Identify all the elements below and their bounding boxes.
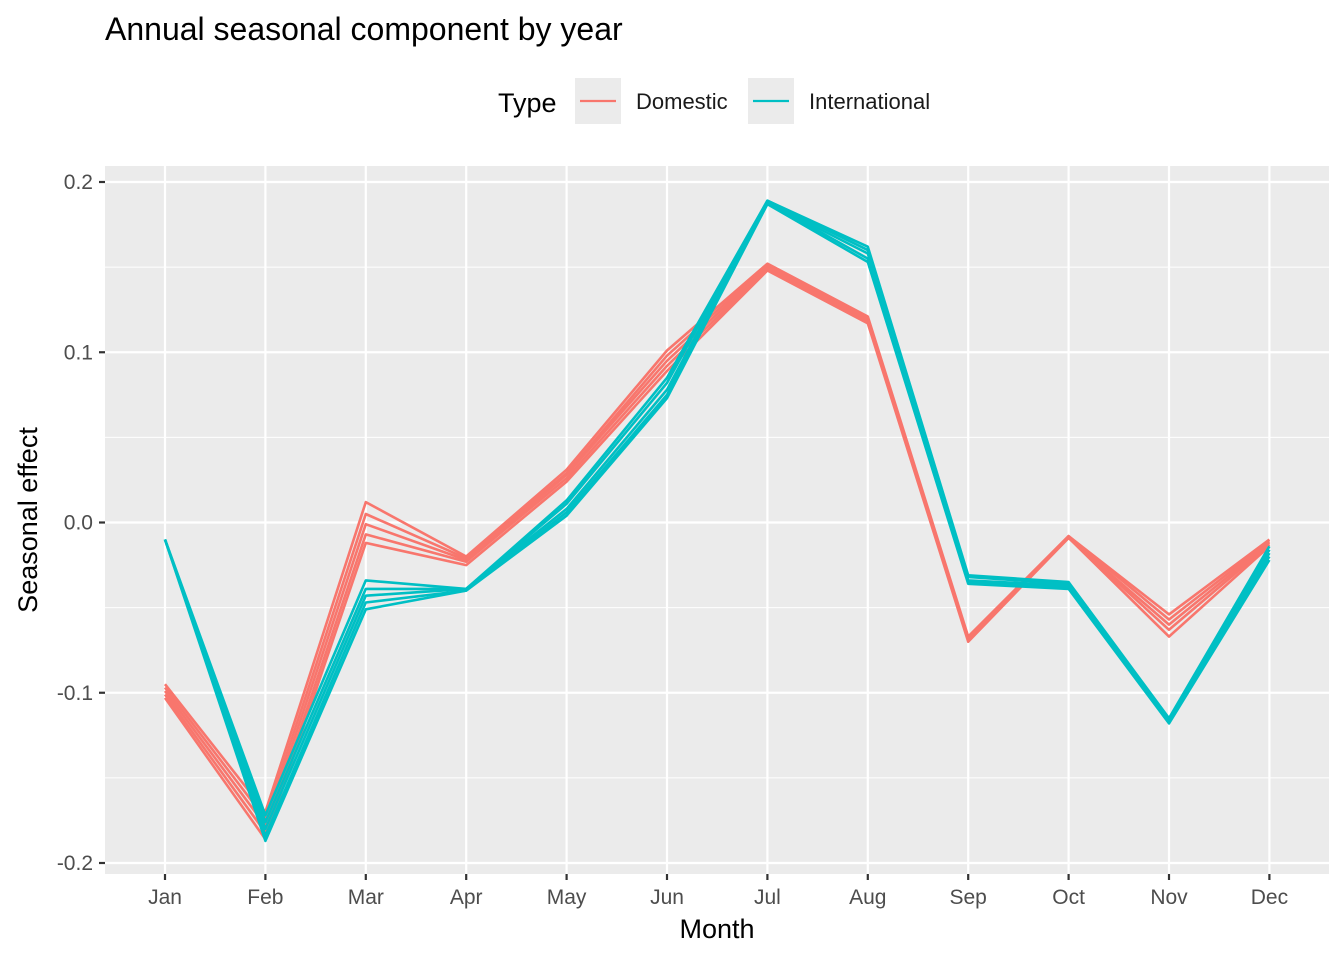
series-layer — [163, 199, 1271, 843]
x-axis: Jan Feb Mar Apr May Jun Jul Aug Sep Oct Nov Dec — [148, 874, 1288, 909]
series-line-domestic — [163, 269, 1271, 841]
x-axis-title: Month — [679, 914, 754, 944]
series-line-domestic — [163, 264, 1271, 821]
x-tick-label: Nov — [1150, 886, 1188, 909]
x-tick-label: Jul — [754, 886, 781, 909]
y-axis-title: Seasonal effect — [13, 427, 43, 613]
legend: Type Domestic International — [498, 78, 930, 124]
legend-label-international: International — [809, 89, 930, 114]
chart-title: Annual seasonal component by year — [105, 11, 623, 47]
x-tick-label: Dec — [1251, 886, 1288, 909]
x-tick-label: Mar — [348, 886, 384, 909]
series-line-international — [163, 202, 1271, 843]
legend-label-domestic: Domestic — [636, 89, 728, 114]
y-axis: 0.2 0.1 0.0 -0.1 -0.2 — [57, 171, 105, 875]
x-tick-label: Jun — [650, 886, 684, 909]
y-tick-label: -0.1 — [57, 682, 93, 705]
x-tick-label: Apr — [450, 886, 483, 909]
x-tick-label: Aug — [849, 886, 886, 909]
y-tick-label: 0.1 — [64, 341, 93, 364]
x-tick-label: Sep — [950, 886, 987, 909]
grid-major — [105, 166, 1329, 874]
grid-minor — [105, 266, 1329, 779]
y-tick-label: -0.2 — [57, 852, 93, 875]
y-tick-label: 0.2 — [64, 171, 93, 194]
x-tick-label: Feb — [247, 886, 283, 909]
x-tick-label: Jan — [148, 886, 182, 909]
y-tick-label: 0.0 — [64, 512, 93, 535]
x-tick-label: May — [547, 886, 587, 909]
plot-panel — [105, 166, 1329, 874]
x-tick-label: Oct — [1052, 886, 1085, 909]
legend-title: Type — [498, 88, 557, 118]
